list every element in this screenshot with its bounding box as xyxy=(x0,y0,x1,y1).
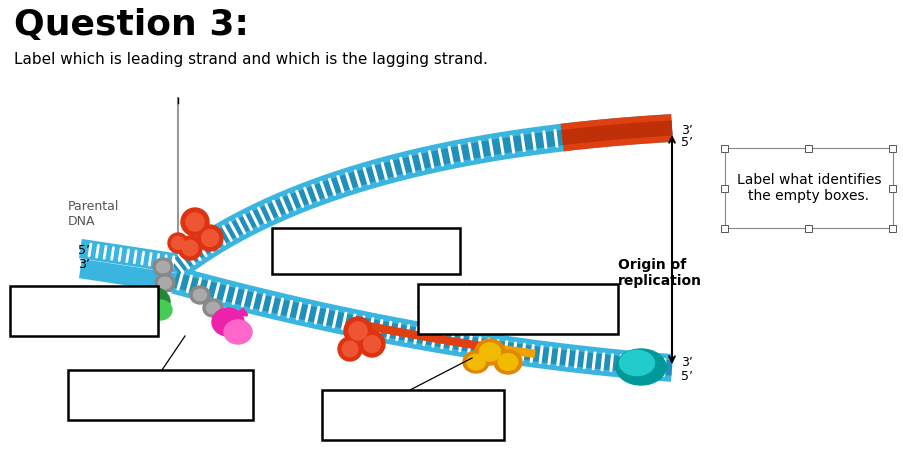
Text: Question 3:: Question 3: xyxy=(14,8,248,42)
Ellipse shape xyxy=(203,299,223,317)
Ellipse shape xyxy=(206,302,219,314)
Ellipse shape xyxy=(462,351,489,373)
Bar xyxy=(721,185,728,191)
Ellipse shape xyxy=(148,300,172,320)
Ellipse shape xyxy=(493,350,521,374)
Circle shape xyxy=(168,233,188,253)
Bar xyxy=(721,224,728,231)
Ellipse shape xyxy=(212,308,244,336)
Ellipse shape xyxy=(498,353,517,370)
Bar xyxy=(889,224,896,231)
Ellipse shape xyxy=(193,289,206,301)
Ellipse shape xyxy=(190,286,209,304)
Text: Parental
DNA: Parental DNA xyxy=(68,200,119,228)
Bar xyxy=(10,286,158,336)
Circle shape xyxy=(186,213,204,231)
Text: 3’: 3’ xyxy=(680,357,692,369)
Text: 3’: 3’ xyxy=(78,257,89,270)
Text: 5’: 5’ xyxy=(680,370,693,384)
Ellipse shape xyxy=(619,350,654,375)
Ellipse shape xyxy=(224,320,252,344)
Circle shape xyxy=(338,337,361,361)
Circle shape xyxy=(181,208,209,236)
Text: 3’: 3’ xyxy=(680,123,692,136)
Ellipse shape xyxy=(153,258,172,276)
Circle shape xyxy=(178,236,201,260)
Circle shape xyxy=(342,341,358,357)
Circle shape xyxy=(349,322,367,340)
Circle shape xyxy=(363,336,380,353)
Bar xyxy=(272,228,460,274)
Ellipse shape xyxy=(134,287,170,317)
Text: 5’: 5’ xyxy=(680,136,693,150)
Ellipse shape xyxy=(158,277,172,289)
Circle shape xyxy=(344,317,372,345)
Bar xyxy=(805,224,812,231)
Text: Label what identifies
the empty boxes.: Label what identifies the empty boxes. xyxy=(736,173,880,203)
Ellipse shape xyxy=(156,261,170,273)
Ellipse shape xyxy=(615,349,666,385)
Bar xyxy=(805,145,812,151)
Bar xyxy=(68,370,253,420)
Text: 5’: 5’ xyxy=(78,244,90,257)
Bar xyxy=(889,145,896,151)
Ellipse shape xyxy=(474,339,505,365)
Bar xyxy=(417,284,618,334)
Circle shape xyxy=(201,230,219,246)
Ellipse shape xyxy=(479,343,500,361)
Text: Origin of
replication: Origin of replication xyxy=(618,258,702,288)
Bar xyxy=(724,148,892,228)
Bar xyxy=(721,145,728,151)
Circle shape xyxy=(182,240,198,256)
Text: Label which is leading strand and which is the lagging strand.: Label which is leading strand and which … xyxy=(14,52,488,67)
Bar xyxy=(321,390,504,440)
Ellipse shape xyxy=(466,354,485,369)
Ellipse shape xyxy=(154,274,175,292)
Circle shape xyxy=(172,236,184,250)
Bar xyxy=(889,185,896,191)
Circle shape xyxy=(197,225,223,251)
Circle shape xyxy=(358,331,385,357)
